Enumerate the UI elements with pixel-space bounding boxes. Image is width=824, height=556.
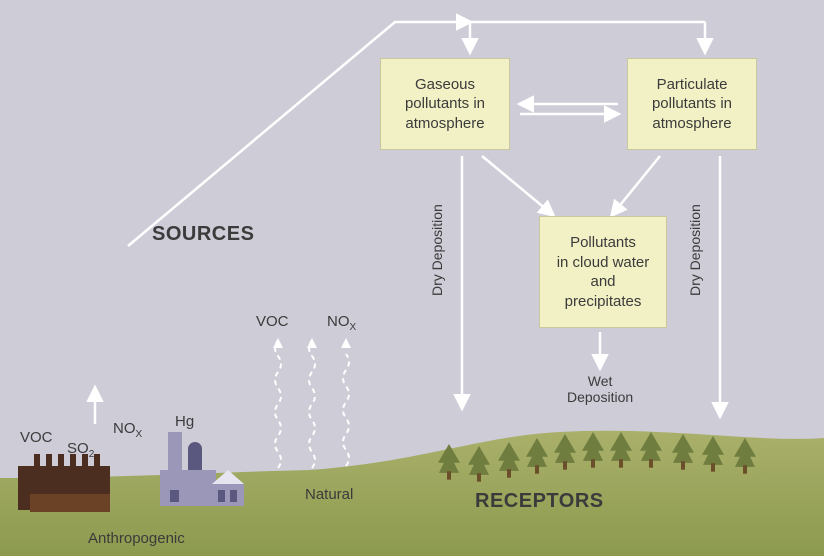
box-gaseous-text: Gaseous pollutants in atmosphere xyxy=(405,75,485,134)
label-natural: Natural xyxy=(305,486,353,503)
label-receptors: RECEPTORS xyxy=(475,490,604,513)
label-nox2: NOX xyxy=(327,313,356,333)
natural-emissions xyxy=(273,338,351,468)
diagram-canvas: Gaseous pollutants in atmosphere Particu… xyxy=(0,0,824,556)
industrial-plant-icon xyxy=(160,432,244,506)
label-wet: WetDeposition xyxy=(567,373,633,405)
label-so2: SO2 xyxy=(67,440,94,460)
label-sources: SOURCES xyxy=(152,223,254,246)
label-dry2: Dry Deposition xyxy=(687,204,703,296)
wavy-emission xyxy=(309,340,315,468)
factory-icon xyxy=(18,454,110,512)
label-voc2: VOC xyxy=(256,313,289,330)
label-anthropogenic: Anthropogenic xyxy=(88,530,185,547)
label-voc1: VOC xyxy=(20,429,53,446)
label-hg: Hg xyxy=(175,413,194,430)
arrow-part-to-cloud xyxy=(612,156,660,215)
wavy-emission xyxy=(343,354,349,466)
box-cloud-text: Pollutants in cloud water and precipitat… xyxy=(557,233,650,311)
arrow-gas-to-cloud xyxy=(482,156,553,215)
box-particulate-pollutants: Particulate pollutants in atmosphere xyxy=(627,58,757,150)
box-particulate-text: Particulate pollutants in atmosphere xyxy=(652,75,732,134)
label-dry1: Dry Deposition xyxy=(429,204,445,296)
wavy-emission xyxy=(275,340,281,468)
box-gaseous-pollutants: Gaseous pollutants in atmosphere xyxy=(380,58,510,150)
box-cloud-pollutants: Pollutants in cloud water and precipitat… xyxy=(539,216,667,328)
label-nox1: NOX xyxy=(113,420,142,440)
